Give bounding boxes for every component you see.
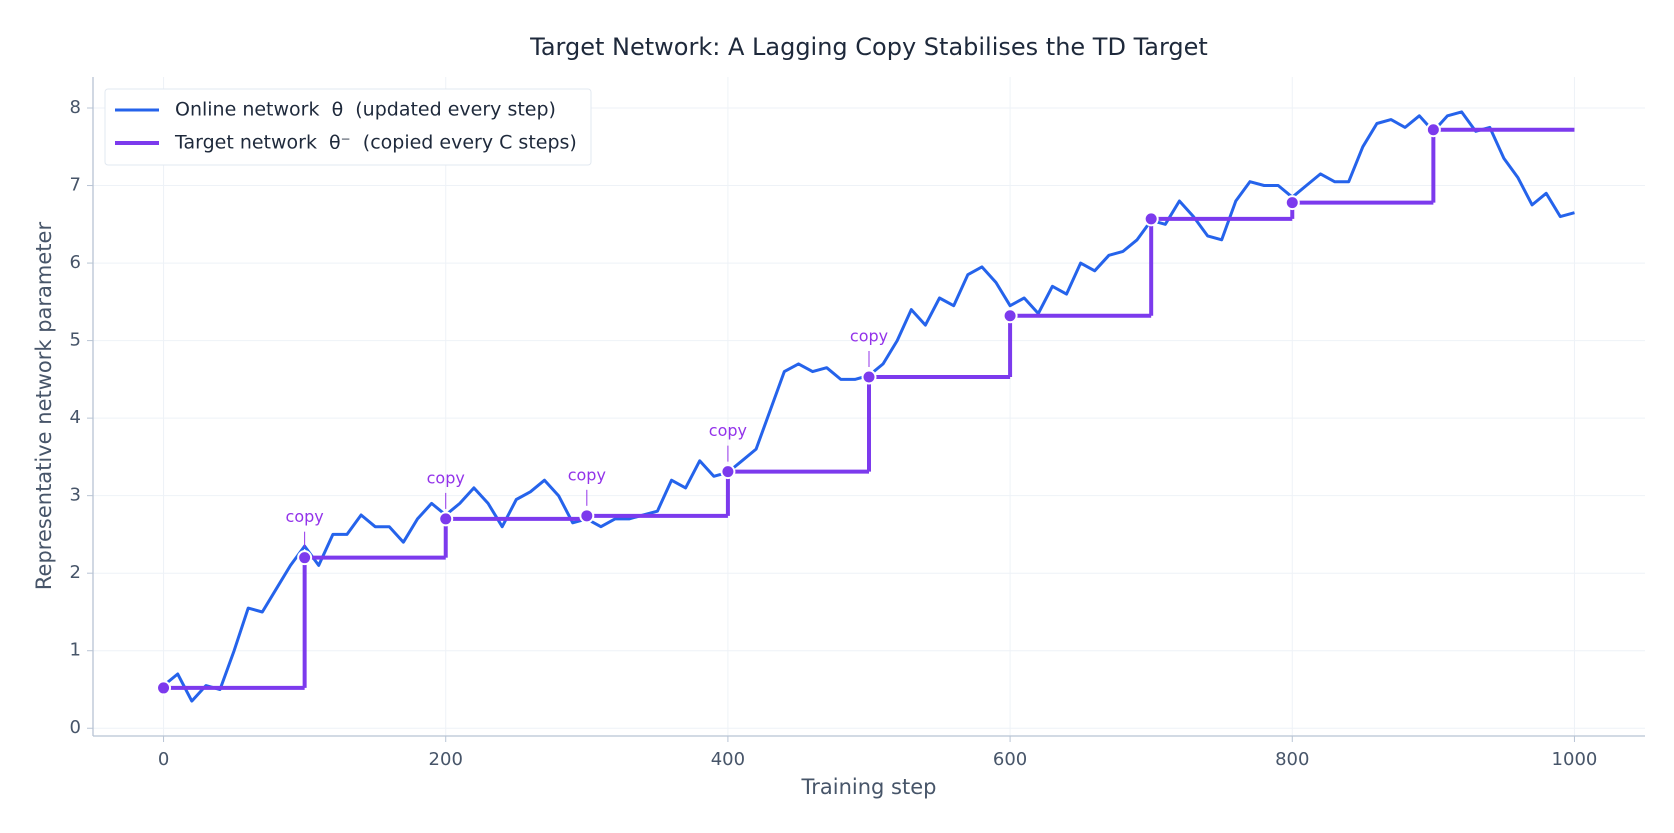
y-tick-label: 4: [70, 407, 81, 428]
y-tick-label: 5: [70, 330, 81, 351]
copy-marker: [1143, 211, 1159, 227]
copy-marker: [1284, 195, 1300, 211]
x-tick-label: 1000: [1552, 749, 1598, 770]
copy-marker: [579, 508, 595, 524]
annotation: copy: [850, 327, 888, 346]
annotation: copy: [568, 465, 606, 484]
annotation: copy: [427, 468, 465, 487]
x-axis-label: Training step: [801, 775, 937, 799]
copy-marker: [720, 464, 736, 480]
y-axis-label: Representative network parameter: [32, 222, 56, 591]
chart-title: Target Network: A Lagging Copy Stabilise…: [529, 33, 1208, 61]
y-tick-label: 0: [70, 717, 81, 738]
y-tick-label: 7: [70, 175, 81, 196]
x-tick-label: 800: [1275, 749, 1309, 770]
legend-label: Target network θ⁻ (copied every C steps): [174, 132, 577, 154]
y-tick-label: 2: [70, 562, 81, 583]
annotation: copy: [709, 421, 747, 440]
y-tick-label: 8: [70, 97, 81, 118]
y-tick-label: 6: [70, 252, 81, 273]
copy-marker: [297, 550, 313, 566]
y-tick-label: 1: [70, 640, 81, 661]
legend-label: Online network θ (updated every step): [175, 99, 556, 121]
x-tick-label: 0: [158, 749, 169, 770]
copy-marker: [861, 369, 877, 385]
copy-marker: [438, 511, 454, 527]
annotation: copy: [286, 507, 324, 526]
copy-marker: [1002, 308, 1018, 324]
x-tick-label: 600: [993, 749, 1027, 770]
x-tick-label: 200: [429, 749, 463, 770]
x-tick-label: 400: [711, 749, 745, 770]
y-tick-label: 3: [70, 485, 81, 506]
copy-marker: [1425, 122, 1441, 138]
copy-marker: [156, 680, 172, 696]
legend: Online network θ (updated every step) Tar…: [104, 88, 592, 166]
legend-box: [104, 88, 592, 166]
